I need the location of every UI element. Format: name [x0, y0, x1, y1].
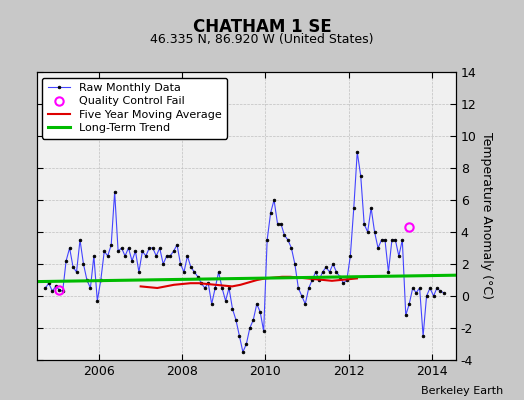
- Five Year Moving Average: [179, 282, 185, 286]
- Five Year Moving Average: [337, 278, 343, 282]
- Five Year Moving Average: [171, 282, 177, 287]
- Five Year Moving Average: [279, 274, 285, 279]
- Line: Five Year Moving Average: Five Year Moving Average: [140, 277, 357, 288]
- Raw Monthly Data: [441, 290, 447, 295]
- Five Year Moving Average: [154, 286, 160, 290]
- Line: Raw Monthly Data: Raw Monthly Data: [44, 151, 445, 353]
- Raw Monthly Data: [354, 150, 361, 154]
- Five Year Moving Average: [146, 285, 152, 290]
- Five Year Moving Average: [345, 277, 352, 282]
- Five Year Moving Average: [321, 278, 327, 282]
- Five Year Moving Average: [229, 284, 235, 289]
- Raw Monthly Data: [382, 238, 388, 242]
- Text: 46.335 N, 86.920 W (United States): 46.335 N, 86.920 W (United States): [150, 33, 374, 46]
- Text: Berkeley Earth: Berkeley Earth: [421, 386, 503, 396]
- Five Year Moving Average: [270, 275, 277, 280]
- Raw Monthly Data: [239, 350, 246, 354]
- Five Year Moving Average: [304, 276, 310, 281]
- Five Year Moving Average: [221, 283, 227, 288]
- Five Year Moving Average: [329, 278, 335, 283]
- Five Year Moving Average: [237, 282, 244, 287]
- Five Year Moving Average: [212, 282, 219, 287]
- Five Year Moving Average: [287, 274, 293, 279]
- Raw Monthly Data: [288, 246, 294, 250]
- Five Year Moving Average: [263, 276, 269, 281]
- Five Year Moving Average: [354, 276, 360, 281]
- Raw Monthly Data: [312, 270, 319, 274]
- Five Year Moving Average: [312, 277, 319, 282]
- Raw Monthly Data: [42, 286, 49, 290]
- Five Year Moving Average: [162, 284, 169, 289]
- Text: CHATHAM 1 SE: CHATHAM 1 SE: [193, 18, 331, 36]
- Five Year Moving Average: [296, 275, 302, 280]
- Five Year Moving Average: [254, 278, 260, 282]
- Five Year Moving Average: [204, 282, 210, 286]
- Legend: Raw Monthly Data, Quality Control Fail, Five Year Moving Average, Long-Term Tren: Raw Monthly Data, Quality Control Fail, …: [42, 78, 227, 139]
- Raw Monthly Data: [372, 230, 378, 234]
- Raw Monthly Data: [177, 262, 183, 266]
- Five Year Moving Average: [188, 281, 194, 286]
- Raw Monthly Data: [417, 286, 423, 290]
- Five Year Moving Average: [137, 284, 144, 289]
- Y-axis label: Temperature Anomaly (°C): Temperature Anomaly (°C): [481, 132, 493, 300]
- Five Year Moving Average: [246, 280, 252, 285]
- Five Year Moving Average: [196, 281, 202, 286]
